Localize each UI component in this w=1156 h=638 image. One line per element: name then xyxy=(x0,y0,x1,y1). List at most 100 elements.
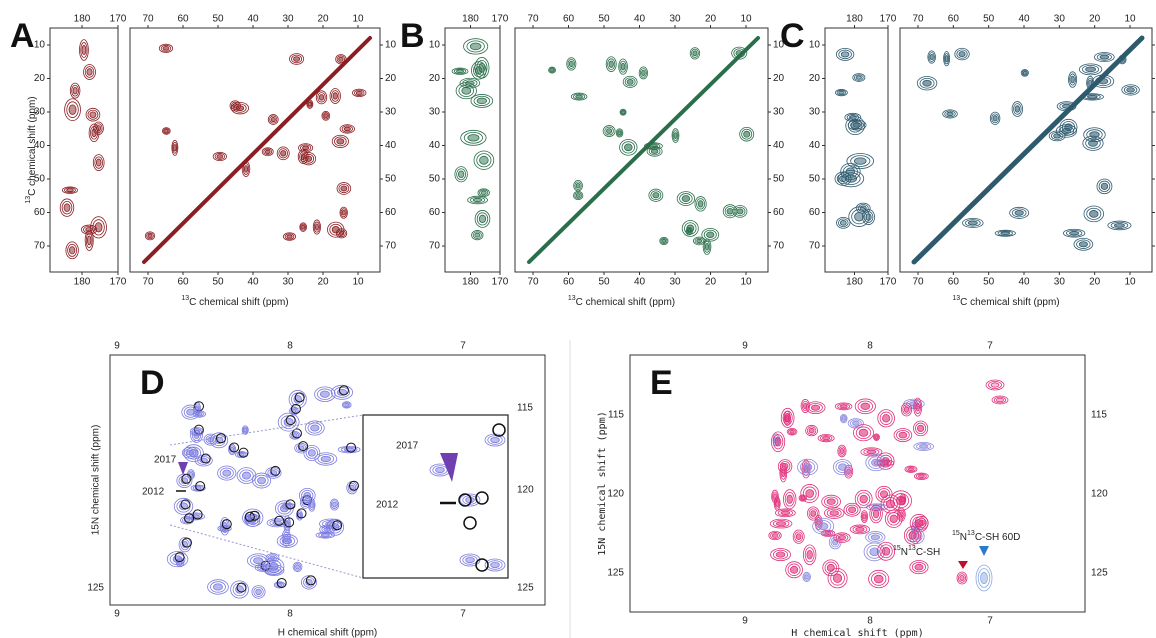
y-tick-label: 115 xyxy=(1091,410,1107,421)
x-tick-label: 9 xyxy=(742,341,748,352)
contour xyxy=(904,465,918,473)
contour xyxy=(838,49,852,60)
contour xyxy=(835,89,848,97)
contour xyxy=(854,74,864,81)
contour xyxy=(975,564,993,592)
contour xyxy=(93,121,104,135)
contour xyxy=(83,64,96,80)
contour xyxy=(898,509,905,520)
contour xyxy=(222,469,232,477)
contour xyxy=(214,436,224,445)
contour xyxy=(780,510,791,516)
contour xyxy=(190,484,206,492)
contour xyxy=(861,511,868,522)
contour xyxy=(353,89,365,96)
contour xyxy=(487,435,503,445)
assignment xyxy=(181,473,192,484)
y-tick-label: 70 xyxy=(429,241,441,252)
y-tick-label: 50 xyxy=(809,174,821,185)
contour xyxy=(1120,57,1125,62)
contour xyxy=(617,130,622,136)
contour xyxy=(1013,103,1022,115)
contour xyxy=(548,66,557,74)
contour xyxy=(722,204,738,219)
contour xyxy=(812,517,835,535)
contour xyxy=(264,149,271,154)
contour xyxy=(79,39,89,61)
contour xyxy=(849,524,870,535)
contour xyxy=(268,562,279,571)
contour xyxy=(906,466,916,472)
contour xyxy=(1022,70,1027,75)
contour xyxy=(852,122,862,128)
contour xyxy=(293,56,301,62)
contour xyxy=(262,557,285,576)
contour xyxy=(802,486,817,501)
contour xyxy=(465,556,475,564)
x-tick-label: 20 xyxy=(1089,277,1101,288)
contour xyxy=(826,498,836,505)
contour xyxy=(833,532,851,543)
contour xyxy=(908,531,917,540)
contour xyxy=(459,493,481,507)
contour xyxy=(927,50,936,64)
x-tick-label: 180 xyxy=(74,14,91,25)
contour xyxy=(1087,95,1098,99)
contour xyxy=(320,533,330,537)
contour xyxy=(242,426,248,434)
text-segment: C-SH 60D xyxy=(975,532,1021,543)
contour xyxy=(1021,70,1028,76)
x-tick-label: 8 xyxy=(287,609,293,620)
contour xyxy=(1083,94,1101,100)
contour xyxy=(312,219,321,235)
contour xyxy=(144,231,156,241)
contour xyxy=(689,47,701,60)
contour xyxy=(916,443,932,450)
contour xyxy=(1059,118,1078,136)
y-tick-label: 10 xyxy=(773,40,785,51)
contour xyxy=(574,181,582,190)
contour xyxy=(241,471,252,480)
contour xyxy=(254,474,269,487)
contour xyxy=(648,147,661,156)
contour xyxy=(621,141,636,154)
contour xyxy=(895,495,907,506)
contour xyxy=(893,428,913,443)
contour xyxy=(985,379,1005,391)
spectrum-frame xyxy=(109,354,546,606)
contour xyxy=(457,170,465,179)
y-tick-label: 40 xyxy=(34,140,46,151)
contour xyxy=(676,191,696,206)
contour xyxy=(476,97,488,105)
y-tick-label: 115 xyxy=(608,410,624,421)
contour xyxy=(839,413,848,424)
assignment xyxy=(285,415,296,426)
contour xyxy=(329,223,343,236)
guide xyxy=(169,414,364,446)
contour xyxy=(896,429,910,441)
contour xyxy=(980,571,988,585)
contour xyxy=(852,525,868,533)
contour xyxy=(862,209,876,225)
x-tick-label: 60 xyxy=(948,14,960,25)
x-tick-label: 50 xyxy=(212,277,224,288)
guide xyxy=(169,524,364,579)
contour xyxy=(1099,54,1110,60)
contour xyxy=(1056,101,1077,112)
annotation: 2012 xyxy=(376,500,399,511)
contour xyxy=(1119,56,1126,64)
contour xyxy=(879,544,893,559)
contour xyxy=(1123,85,1138,95)
contour xyxy=(1053,133,1061,139)
contour xyxy=(575,94,583,99)
assignment xyxy=(238,447,249,458)
contour xyxy=(1070,75,1075,84)
contour xyxy=(967,220,978,226)
contour xyxy=(94,123,103,134)
assignment xyxy=(296,508,307,519)
x-tick-label: 40 xyxy=(634,277,646,288)
contour xyxy=(341,209,346,216)
text-segment: N xyxy=(960,532,967,543)
contour xyxy=(272,520,283,526)
